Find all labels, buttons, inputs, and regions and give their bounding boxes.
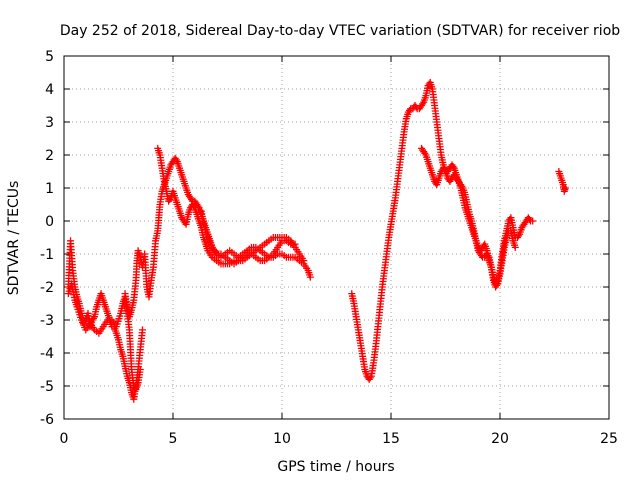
- data-point: [406, 106, 414, 114]
- x-tick-label: 10: [273, 431, 291, 447]
- y-tick-label: -1: [40, 247, 54, 263]
- x-tick-label: 15: [382, 431, 400, 447]
- data-point: [561, 184, 569, 192]
- y-tick-label: 1: [45, 181, 54, 197]
- data-point: [529, 217, 537, 225]
- data-point: [136, 366, 144, 373]
- data-point: [291, 240, 299, 248]
- data-point: [421, 149, 429, 157]
- y-tick-label: -3: [40, 313, 54, 329]
- grid-lines: [64, 56, 609, 419]
- data-point: [451, 172, 459, 180]
- data-point: [525, 215, 533, 223]
- y-tick-label: 3: [45, 115, 54, 131]
- y-tick-label: -4: [40, 346, 54, 362]
- x-axis-label: GPS time / hours: [277, 459, 394, 475]
- plot-frame: [63, 55, 610, 420]
- data-points: [64, 78, 569, 403]
- data-point: [458, 182, 466, 190]
- data-point: [449, 163, 457, 171]
- data-point: [190, 202, 198, 210]
- y-tick-label: -2: [40, 280, 54, 296]
- data-point: [366, 374, 374, 382]
- data-point: [89, 314, 97, 322]
- data-point: [511, 243, 519, 251]
- data-point: [172, 156, 180, 164]
- data-point: [440, 166, 448, 174]
- data-point: [138, 326, 146, 334]
- data-point: [306, 273, 314, 281]
- y-tick-label: 4: [45, 82, 54, 98]
- y-tick-label: 2: [45, 148, 54, 164]
- y-tick-label: -5: [40, 379, 54, 395]
- x-tick-label: 5: [169, 431, 178, 447]
- y-tick-label: 5: [45, 49, 54, 65]
- data-point: [419, 100, 427, 108]
- x-tick-label: 0: [60, 431, 69, 447]
- y-tick-label: -6: [40, 412, 54, 428]
- data-point: [188, 196, 196, 204]
- y-tick-label: 0: [45, 214, 54, 230]
- data-point: [300, 257, 308, 265]
- data-point: [515, 232, 523, 240]
- data-point: [484, 252, 492, 260]
- y-axis-label: SDTVAR / TECUs: [6, 181, 22, 296]
- x-tick-label: 25: [600, 431, 618, 447]
- chart-title: Day 252 of 2018, Sidereal Day-to-day VTE…: [60, 23, 620, 39]
- x-tick-label: 20: [491, 431, 509, 447]
- data-point: [166, 196, 174, 204]
- data-point: [493, 281, 501, 289]
